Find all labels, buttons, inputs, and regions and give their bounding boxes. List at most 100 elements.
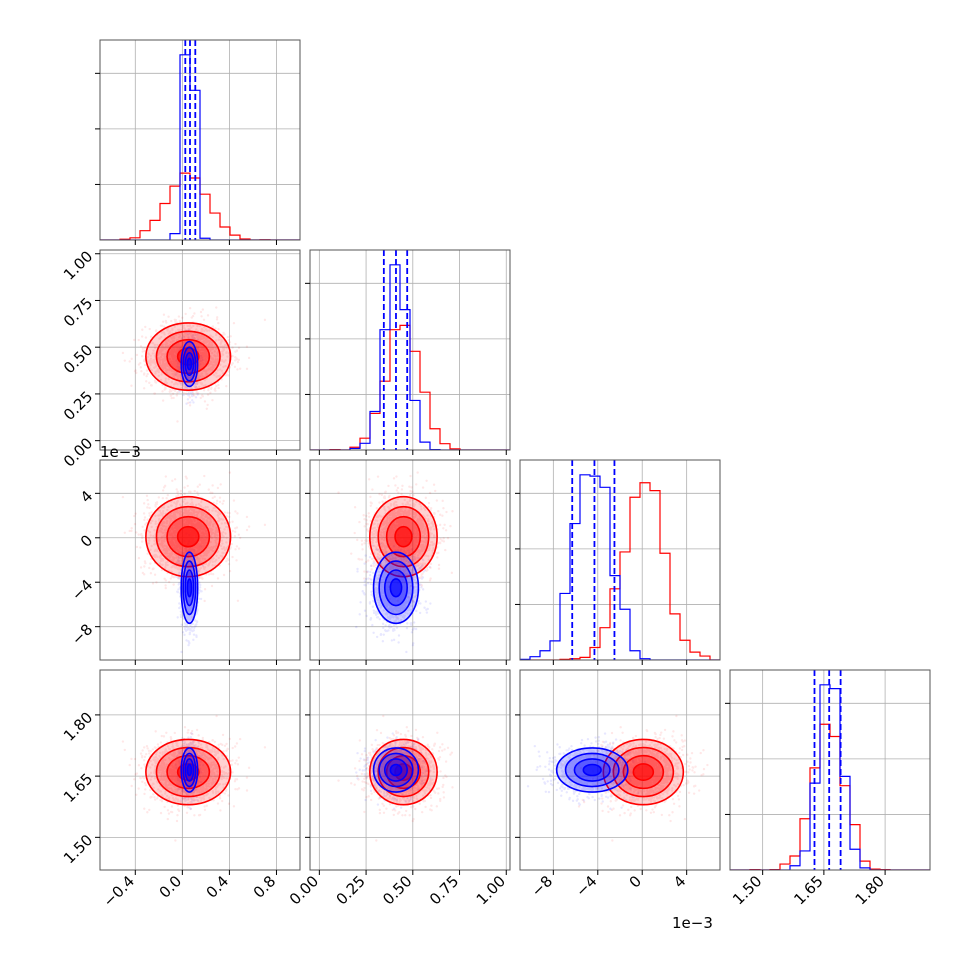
scatter-point xyxy=(153,392,156,395)
scatter-point xyxy=(147,503,150,506)
scatter-point xyxy=(174,363,177,366)
scatter-point xyxy=(188,370,192,373)
scatter-point xyxy=(203,326,206,329)
scatter-point xyxy=(171,355,174,358)
scatter-point xyxy=(200,382,204,385)
scatter-point xyxy=(228,569,232,573)
scatter-point xyxy=(185,374,189,378)
scatter-point xyxy=(182,326,186,330)
scatter-point xyxy=(199,344,202,347)
scatter-point xyxy=(191,392,195,395)
scatter-point xyxy=(161,345,164,348)
scatter-point xyxy=(214,536,218,540)
scatter-point xyxy=(187,394,190,397)
scatter-point xyxy=(210,347,214,351)
panel-1-1 xyxy=(305,249,511,455)
scatter-point xyxy=(135,371,138,375)
density-fill-1 xyxy=(187,358,192,370)
scatter-point xyxy=(160,348,164,352)
scatter-point xyxy=(200,372,204,375)
scatter-point xyxy=(218,500,222,504)
contour-1 xyxy=(182,346,197,382)
scatter-point xyxy=(209,347,213,350)
scatter-point xyxy=(186,343,190,347)
scatter-point xyxy=(162,352,166,356)
scatter-point xyxy=(203,341,206,345)
scatter-point xyxy=(203,538,206,542)
scatter-point xyxy=(190,326,193,329)
scatter-point xyxy=(158,514,162,517)
scatter-point xyxy=(188,382,191,385)
scatter-point xyxy=(209,334,212,337)
scatter-point xyxy=(175,521,178,525)
scatter-point xyxy=(215,502,218,505)
scatter-point xyxy=(149,335,153,338)
scatter-point xyxy=(172,374,175,377)
scatter-point xyxy=(150,368,153,372)
scatter-point xyxy=(161,345,164,349)
scatter-point xyxy=(222,360,226,363)
scatter-point xyxy=(156,368,159,371)
scatter-point xyxy=(187,394,191,397)
scatter-point xyxy=(200,348,204,351)
scatter-point xyxy=(199,362,202,365)
scatter-point xyxy=(172,396,175,400)
scatter-point xyxy=(215,339,218,342)
scatter-point xyxy=(152,534,155,538)
scatter-point xyxy=(163,363,167,366)
scatter-point xyxy=(222,573,226,577)
y-tick-label: 0.00 xyxy=(60,434,96,470)
scatter-point xyxy=(209,522,212,525)
scatter-point xyxy=(143,565,146,568)
scatter-point xyxy=(186,336,189,340)
scatter-point xyxy=(199,359,202,363)
scatter-point xyxy=(161,360,165,363)
scatter-point xyxy=(185,331,189,335)
scatter-point xyxy=(171,356,175,360)
scatter-point xyxy=(224,359,227,362)
scatter-point xyxy=(179,346,183,350)
panel-frame xyxy=(99,39,301,241)
scatter-point xyxy=(161,330,164,334)
scatter-point xyxy=(194,386,198,389)
scatter-point xyxy=(215,332,218,336)
scatter-point xyxy=(216,354,220,357)
scatter-point xyxy=(200,374,203,378)
scatter-point xyxy=(204,353,208,357)
scatter-point xyxy=(197,374,201,377)
scatter-point xyxy=(160,331,164,334)
scatter-point xyxy=(165,382,168,385)
scatter-point xyxy=(187,382,190,386)
scatter-point xyxy=(172,353,175,357)
scatter-point xyxy=(215,384,218,388)
scatter-point xyxy=(143,573,146,576)
scatter-point xyxy=(189,332,193,335)
scatter-point xyxy=(163,534,167,537)
scatter-point xyxy=(202,363,205,366)
scatter-point xyxy=(201,361,205,365)
scatter-point xyxy=(208,341,211,344)
scatter-point xyxy=(177,374,181,377)
scatter-point xyxy=(187,332,190,335)
scatter-point xyxy=(137,338,140,342)
scatter-point xyxy=(201,577,204,580)
scatter-point xyxy=(197,380,200,384)
scatter-point xyxy=(178,375,181,378)
scatter-point xyxy=(202,355,206,358)
scatter-point xyxy=(181,316,184,319)
scatter-point xyxy=(162,366,166,369)
scatter-point xyxy=(193,489,196,493)
scatter-point xyxy=(196,324,199,328)
scatter-point xyxy=(172,336,176,339)
scatter-point xyxy=(197,346,200,349)
scatter-point xyxy=(151,582,155,585)
scatter-point xyxy=(215,318,219,321)
scatter-point xyxy=(208,342,211,345)
scatter-point xyxy=(160,347,163,350)
scatter-point xyxy=(224,374,228,377)
scatter-point xyxy=(182,325,185,329)
scatter-point xyxy=(179,375,182,378)
scatter-point xyxy=(155,502,159,506)
scatter-point xyxy=(233,530,237,533)
scatter-point xyxy=(205,369,208,372)
